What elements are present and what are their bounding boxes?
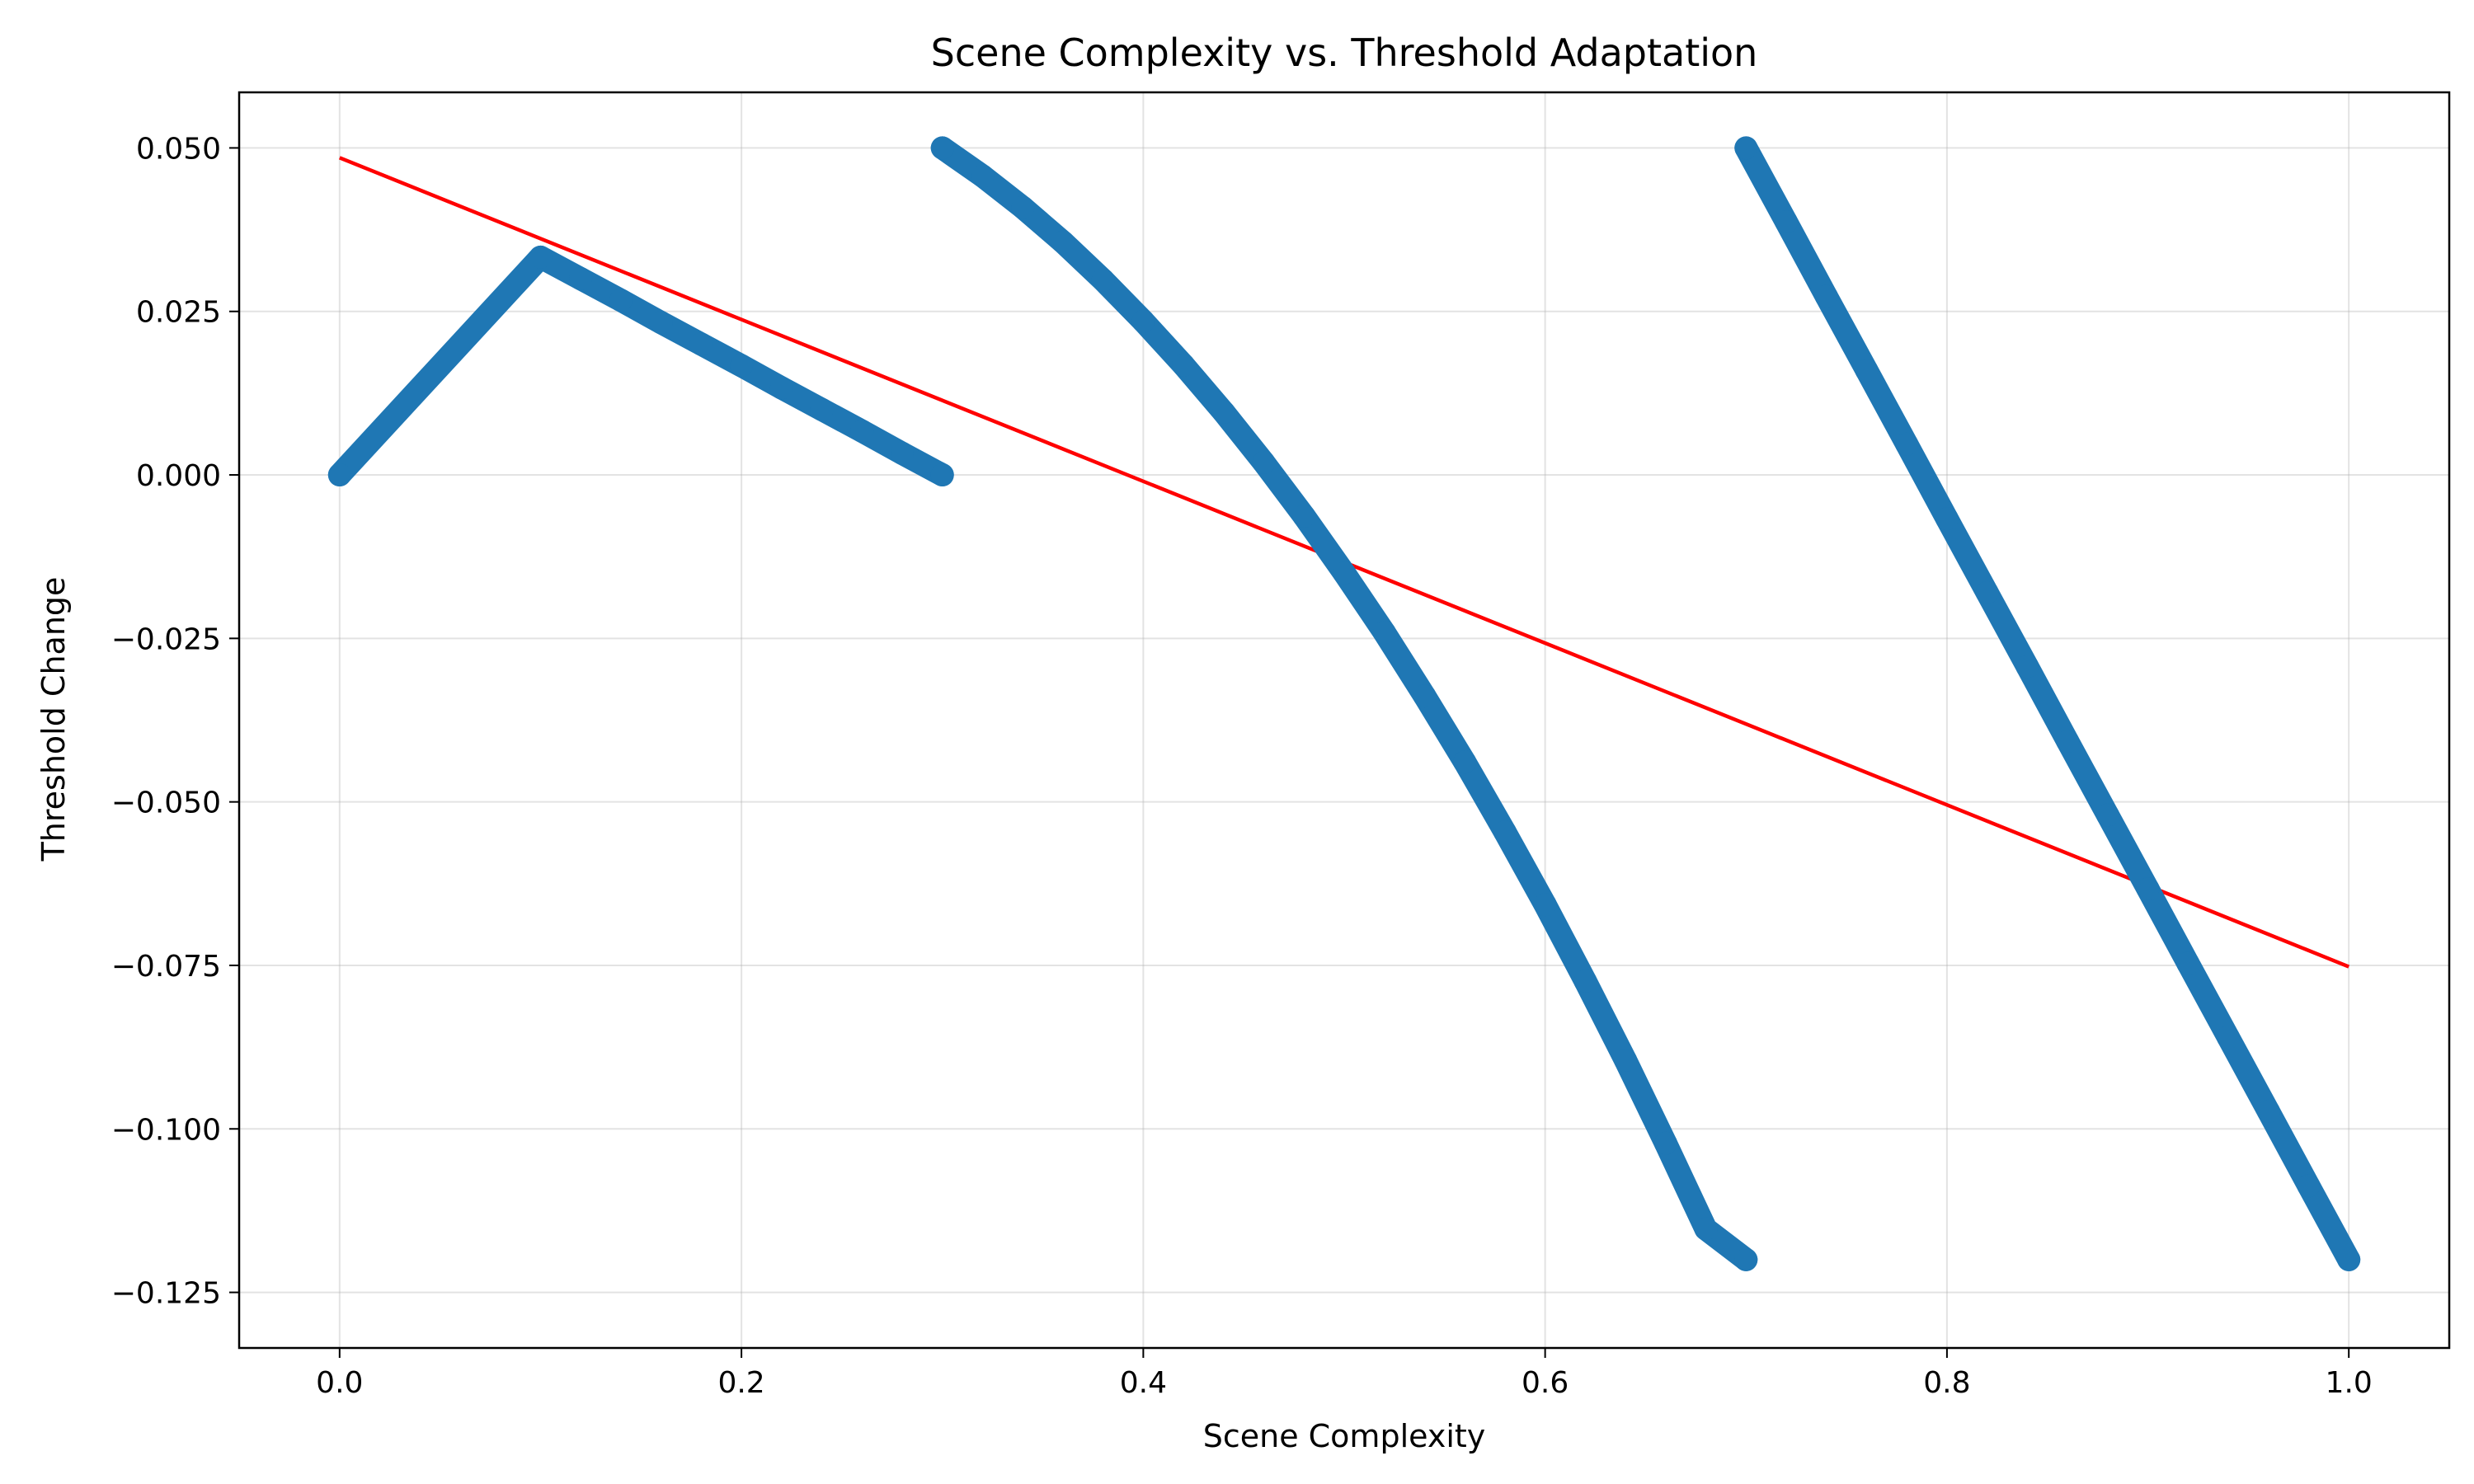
plot-frame xyxy=(238,91,2451,1350)
scatter-point xyxy=(930,136,954,160)
scatter-point xyxy=(1814,284,1838,308)
scatter-point xyxy=(1011,195,1035,219)
scatter-point xyxy=(1614,1048,1638,1072)
scatter-band xyxy=(1734,136,2361,1271)
scatter-point xyxy=(1775,210,1798,234)
y-tick-label: −0.025 xyxy=(111,622,221,656)
scatter-point xyxy=(609,289,633,312)
scatter-point xyxy=(1453,750,1477,774)
scatter-point xyxy=(1493,820,1517,844)
scatter-point xyxy=(1734,136,1758,160)
grid xyxy=(239,92,2449,1348)
scatter-point xyxy=(930,463,954,487)
scatter-point xyxy=(2297,1174,2321,1198)
scatter-point xyxy=(2337,1247,2361,1271)
x-tick-label: 0.6 xyxy=(1522,1366,1569,1400)
scatter-point xyxy=(2217,1026,2240,1050)
scatter-point xyxy=(2176,951,2200,975)
scatter-point xyxy=(1091,268,1115,292)
y-axis-label: Threshold Change xyxy=(35,577,72,862)
scatter-point xyxy=(1653,1131,1677,1155)
scatter-point xyxy=(1573,969,1597,993)
scatter-point xyxy=(327,463,351,487)
y-tick-label: 0.025 xyxy=(136,296,221,330)
scatter-point xyxy=(1935,507,1959,531)
scatter-point xyxy=(1172,353,1196,377)
scatter-point xyxy=(1855,359,1879,383)
y-tick-label: −0.125 xyxy=(111,1277,221,1311)
y-tick-label: −0.100 xyxy=(111,1113,221,1147)
scatter-point xyxy=(1413,684,1437,708)
scatter-point xyxy=(2256,1099,2280,1123)
scatter-band xyxy=(930,136,1758,1271)
scatter-point xyxy=(1975,580,1999,604)
scatter-points-layer xyxy=(327,136,2361,1271)
scatter-point xyxy=(2015,655,2039,679)
scatter-point xyxy=(971,164,995,188)
scatter-point xyxy=(1372,621,1396,645)
scatter-point xyxy=(1333,561,1356,585)
scatter-point xyxy=(891,441,914,465)
scatter-point xyxy=(649,311,673,335)
y-tick-label: −0.050 xyxy=(111,787,221,820)
scatter-point xyxy=(2095,803,2119,827)
scatter-point xyxy=(730,354,754,378)
scatter-point xyxy=(2136,877,2160,901)
scatter-point xyxy=(769,376,793,400)
scatter-point xyxy=(1211,400,1235,424)
scatter-point xyxy=(1292,505,1316,528)
scatter-point xyxy=(2056,729,2080,753)
scatter-point xyxy=(810,397,834,421)
x-tick-label: 0.0 xyxy=(316,1366,363,1400)
x-tick-label: 0.2 xyxy=(717,1366,764,1400)
y-tick-label: −0.075 xyxy=(111,950,221,984)
scatter-point xyxy=(1734,1247,1758,1271)
scatter-point xyxy=(1051,230,1075,254)
x-axis-ticks: 0.0 0.2 0.4 0.6 0.8 1.0 xyxy=(316,1348,2373,1400)
scatter-point xyxy=(1694,1217,1718,1241)
scatter-point xyxy=(1131,309,1155,333)
x-tick-label: 1.0 xyxy=(2326,1366,2373,1400)
scatter-point xyxy=(529,245,553,269)
scatter-point xyxy=(689,332,713,356)
x-tick-label: 0.8 xyxy=(1923,1366,1970,1400)
scatter-point xyxy=(569,267,593,291)
x-tick-label: 0.4 xyxy=(1120,1366,1167,1400)
y-tick-label: 0.050 xyxy=(136,132,221,166)
scatter-point xyxy=(1252,450,1276,474)
y-axis-ticks: 0.050 0.025 0.000 −0.025 −0.050 −0.075 −0.100 −… xyxy=(111,132,239,1311)
scatter-point xyxy=(1533,893,1557,917)
x-axis-label: Scene Complexity xyxy=(1203,1418,1486,1454)
chart-title: Scene Complexity vs. Threshold Adaptatio… xyxy=(931,31,1758,75)
scatter-point xyxy=(1895,432,1919,456)
y-tick-label: 0.000 xyxy=(136,459,221,493)
scatter-point xyxy=(850,419,874,443)
